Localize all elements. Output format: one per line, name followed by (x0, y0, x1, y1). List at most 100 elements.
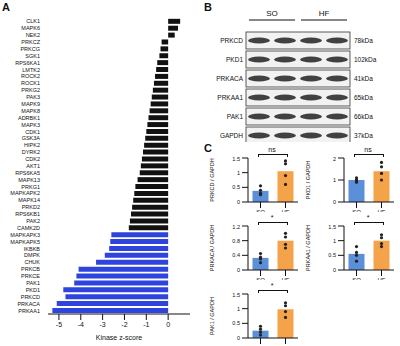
svg-text:ADRBK1: ADRBK1 (18, 115, 40, 121)
svg-text:0.5: 0.5 (328, 252, 336, 258)
svg-text:1: 1 (237, 170, 240, 176)
svg-text:37kDa: 37kDa (354, 132, 373, 139)
svg-text:CAMK2D: CAMK2D (17, 225, 40, 231)
svg-text:NEK2: NEK2 (26, 32, 40, 38)
svg-text:SO: SO (256, 277, 265, 280)
svg-text:HF: HF (282, 209, 290, 212)
svg-text:MAPK8: MAPK8 (21, 108, 40, 114)
html-text:B: B (204, 1, 212, 13)
svg-text:0: 0 (237, 267, 240, 273)
svg-text:0: 0 (333, 199, 336, 205)
svg-text:41kDa: 41kDa (354, 75, 373, 82)
svg-text:HF: HF (282, 345, 290, 346)
svg-text:SO: SO (256, 209, 265, 212)
svg-text:-5: -5 (56, 321, 62, 328)
svg-text:0: 0 (237, 199, 240, 205)
svg-text:CDK2: CDK2 (25, 156, 40, 162)
svg-text:SGK1: SGK1 (25, 53, 40, 59)
svg-text:DMPK: DMPK (24, 252, 40, 258)
svg-text:PRKCG: PRKCG (20, 46, 40, 52)
svg-text:HF: HF (282, 277, 290, 280)
svg-text:-1: -1 (143, 321, 149, 328)
svg-text:0: 0 (237, 335, 240, 341)
svg-text:MAPK6: MAPK6 (21, 25, 40, 31)
svg-text:0.5: 0.5 (232, 184, 240, 190)
svg-text:HIPK2: HIPK2 (24, 142, 40, 148)
svg-text:IKBKB: IKBKB (24, 246, 41, 252)
svg-text:PRKAA1: PRKAA1 (217, 94, 243, 101)
svg-text:MAPK13: MAPK13 (18, 177, 40, 183)
svg-text:HF: HF (319, 9, 330, 18)
svg-text:PKD1: PKD1 (226, 56, 243, 63)
svg-text:PAK1: PAK1 (26, 280, 40, 286)
svg-text:-2: -2 (121, 321, 127, 328)
svg-text:MAPK9: MAPK9 (21, 101, 40, 107)
svg-text:RPS6KA1: RPS6KA1 (15, 60, 40, 66)
svg-text:PRKG1: PRKG1 (21, 184, 40, 190)
svg-text:Kinase z-score: Kinase z-score (96, 334, 142, 341)
svg-text:PRKD2: PRKD2 (22, 204, 40, 210)
svg-text:102kDa: 102kDa (354, 56, 377, 63)
svg-text:1.5: 1.5 (232, 156, 240, 162)
svg-text:PRKCB: PRKCB (21, 266, 40, 272)
svg-text:SO: SO (266, 9, 278, 18)
svg-text:RPS6KA5: RPS6KA5 (15, 170, 40, 176)
svg-text:-3: -3 (99, 321, 105, 328)
svg-text:MAPK3: MAPK3 (21, 122, 40, 128)
svg-text:SO: SO (256, 345, 265, 346)
svg-text:PAK1: PAK1 (227, 113, 244, 120)
svg-text:CDK1: CDK1 (25, 129, 40, 135)
svg-text:ROCK1: ROCK1 (21, 80, 40, 86)
svg-text:SO: SO (352, 277, 361, 280)
svg-text:PKD1 / GAPDH: PKD1 / GAPDH (305, 161, 311, 200)
svg-text:PRKG2: PRKG2 (21, 87, 40, 93)
svg-text:CLK1: CLK1 (26, 18, 40, 24)
svg-text:AKT1: AKT1 (26, 163, 40, 169)
svg-text:PRKACA / GAPDH: PRKACA / GAPDH (209, 225, 215, 271)
svg-text:DYRK2: DYRK2 (22, 149, 40, 155)
svg-text:PRKCD: PRKCD (21, 294, 40, 300)
svg-text:MAPK14: MAPK14 (18, 197, 40, 203)
svg-text:1: 1 (333, 238, 336, 244)
svg-text:PRKAA1: PRKAA1 (18, 308, 40, 314)
svg-text:HF: HF (378, 209, 386, 212)
svg-text:PRKAA1 / GAPDH: PRKAA1 / GAPDH (305, 225, 311, 271)
svg-text:PRKCD: PRKCD (220, 37, 243, 44)
svg-text:PAK3: PAK3 (26, 94, 40, 100)
html-text:A: A (2, 1, 10, 13)
svg-text:0.8: 0.8 (232, 238, 240, 244)
svg-text:PRKCZ: PRKCZ (21, 39, 40, 45)
svg-text:PAK2: PAK2 (26, 218, 40, 224)
svg-text:1: 1 (333, 177, 336, 183)
svg-text:PRKACA: PRKACA (17, 301, 40, 307)
svg-text:MAPKAPK5: MAPKAPK5 (10, 239, 40, 245)
svg-text:LMTK2: LMTK2 (22, 67, 40, 73)
svg-text:1: 1 (237, 306, 240, 312)
svg-text:66kDa: 66kDa (354, 113, 373, 120)
svg-text:PAK1 / GAPDH: PAK1 / GAPDH (209, 297, 215, 335)
svg-text:SO: SO (352, 209, 361, 212)
svg-text:PRKACA: PRKACA (216, 75, 243, 82)
svg-text:1.5: 1.5 (328, 224, 336, 230)
svg-text:0: 0 (166, 321, 170, 328)
svg-text:HF: HF (378, 277, 386, 280)
svg-text:0: 0 (333, 267, 336, 273)
svg-text:MAPKAPK3: MAPKAPK3 (10, 232, 40, 238)
svg-text:GAPDH: GAPDH (220, 132, 243, 139)
svg-text:0.4: 0.4 (232, 252, 240, 258)
svg-text:PRKCE: PRKCE (21, 273, 40, 279)
svg-text:GSK3A: GSK3A (22, 135, 41, 141)
svg-text:PKD1: PKD1 (26, 287, 40, 293)
svg-text:PRKCD / GAPDH: PRKCD / GAPDH (209, 158, 215, 201)
svg-text:MAPKAPK2: MAPKAPK2 (10, 190, 40, 196)
svg-text:CHUK: CHUK (24, 259, 40, 265)
svg-text:-4: -4 (78, 321, 84, 328)
svg-text:1.2: 1.2 (232, 224, 240, 230)
svg-text:ROCK2: ROCK2 (21, 73, 40, 79)
svg-text:1.5: 1.5 (232, 292, 240, 298)
svg-text:78kDa: 78kDa (354, 37, 373, 44)
svg-text:65kDa: 65kDa (354, 94, 373, 101)
svg-text:2: 2 (333, 156, 336, 162)
svg-text:RPS6KB1: RPS6KB1 (15, 211, 40, 217)
svg-text:0.5: 0.5 (232, 320, 240, 326)
